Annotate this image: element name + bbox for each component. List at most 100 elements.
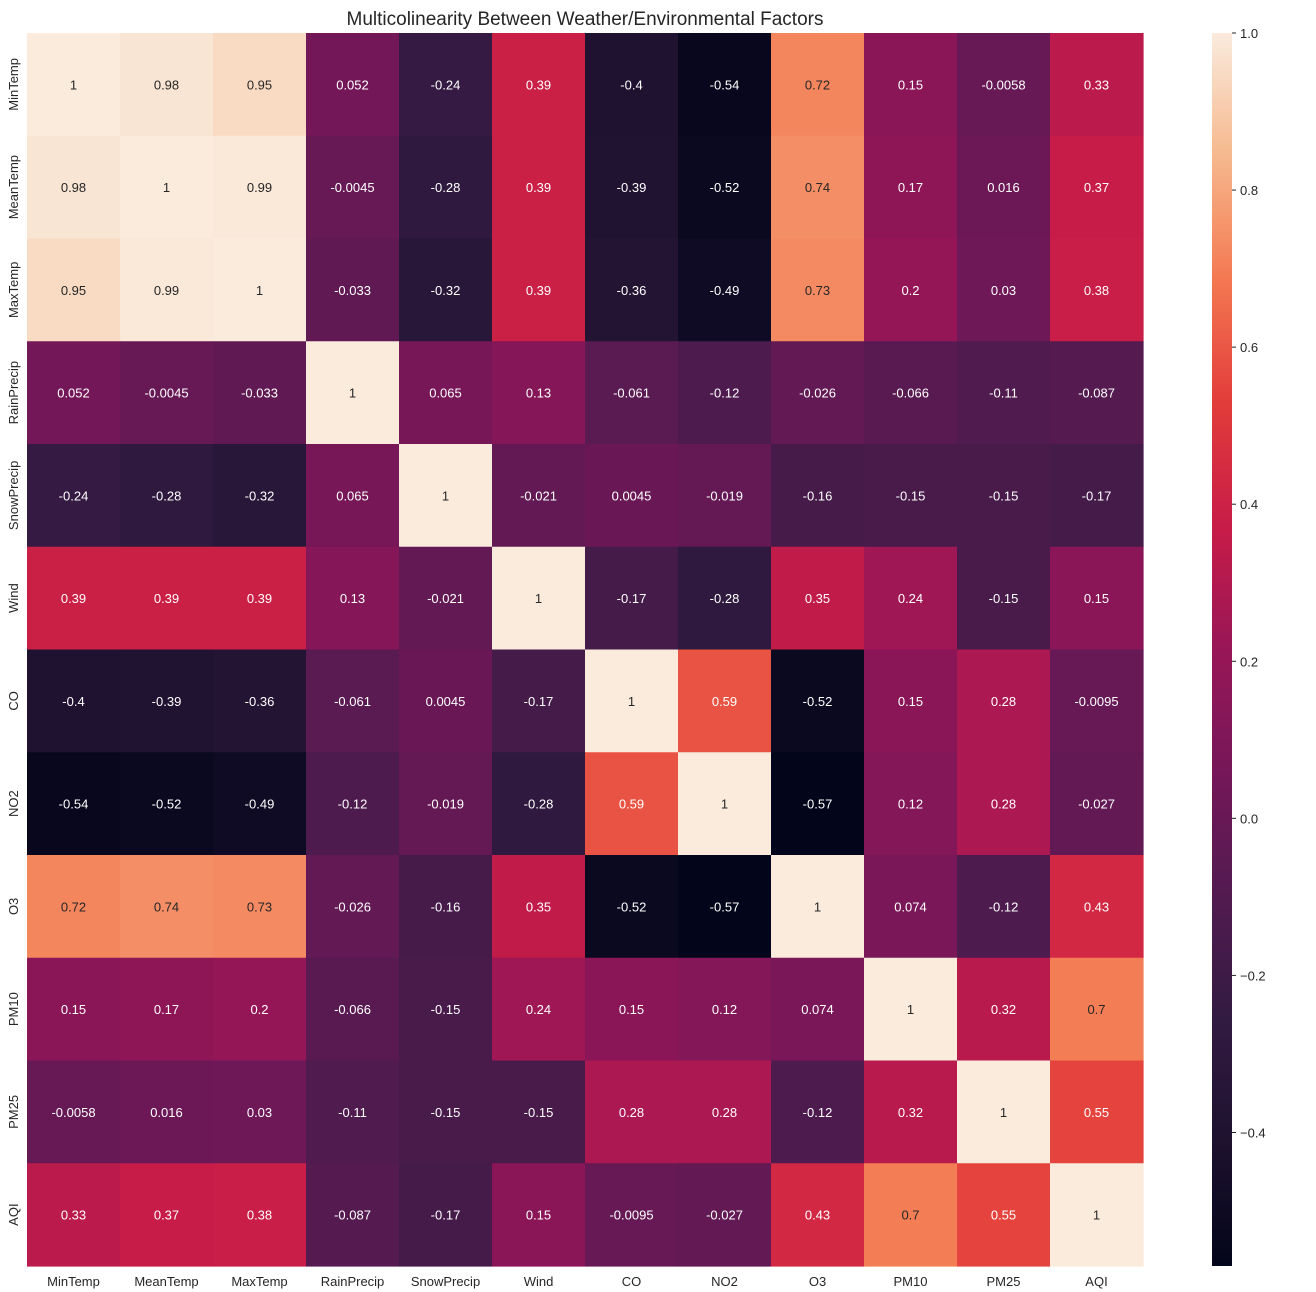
cell-value-label: -0.15 bbox=[989, 591, 1019, 606]
cell-value-label: 0.38 bbox=[247, 1208, 272, 1223]
cell-value-label: -0.12 bbox=[989, 899, 1019, 914]
heatmap-cell-PM25-PM25 bbox=[957, 1060, 1051, 1164]
cell-value-label: -0.52 bbox=[617, 899, 647, 914]
cell-value-label: -0.57 bbox=[803, 797, 833, 812]
heatmap-cell-PM25-MinTemp bbox=[27, 1060, 121, 1164]
cell-value-label: -0.15 bbox=[431, 1002, 461, 1017]
cell-value-label: 0.95 bbox=[247, 77, 272, 92]
cell-value-label: 0.13 bbox=[526, 386, 551, 401]
heatmap-cell-NO2-NO2 bbox=[678, 752, 772, 856]
y-tick-label-RainPrecip: RainPrecip bbox=[6, 361, 21, 425]
cell-value-label: 0.15 bbox=[61, 1002, 86, 1017]
heatmap-cell-MeanTemp-CO bbox=[585, 135, 679, 240]
cell-value-label: 0.28 bbox=[712, 1105, 737, 1120]
heatmap-cell-O3-AQI bbox=[1050, 855, 1144, 959]
cell-value-label: -0.15 bbox=[989, 488, 1019, 503]
cell-value-label: 0.37 bbox=[1084, 180, 1109, 195]
heatmap-cell-MeanTemp-MeanTemp bbox=[120, 135, 214, 240]
colorbar-tick-label: 0.8 bbox=[1240, 183, 1258, 198]
heatmap-cell-AQI-PM25 bbox=[957, 1163, 1051, 1267]
colorbar-tick-label: 0.0 bbox=[1240, 811, 1258, 826]
heatmap-cell-MinTemp-NO2 bbox=[678, 33, 772, 137]
heatmap-cell-RainPrecip-MaxTemp bbox=[213, 341, 307, 445]
heatmap-cell-Wind-MeanTemp bbox=[120, 546, 214, 651]
heatmap-cell-Wind-SnowPrecip bbox=[399, 546, 493, 651]
heatmap-cell-NO2-MinTemp bbox=[27, 752, 121, 856]
y-tick-label-O3: O3 bbox=[6, 898, 21, 915]
heatmap-cell-MaxTemp-O3 bbox=[771, 238, 865, 342]
colorbar bbox=[1212, 33, 1232, 1266]
y-tick-label-MaxTemp: MaxTemp bbox=[6, 262, 21, 318]
cell-value-label: -0.061 bbox=[613, 386, 650, 401]
cell-value-label: 0.016 bbox=[987, 180, 1020, 195]
heatmap-cell-SnowPrecip-NO2 bbox=[678, 444, 772, 548]
cell-value-label: -0.52 bbox=[803, 694, 833, 709]
y-tick-label-AQI: AQI bbox=[6, 1203, 21, 1225]
heatmap-cell-O3-RainPrecip bbox=[306, 855, 400, 959]
cell-value-label: -0.11 bbox=[338, 1105, 367, 1120]
cell-value-label: 0.052 bbox=[57, 386, 90, 401]
heatmap-cell-MeanTemp-PM25 bbox=[957, 135, 1051, 240]
cell-value-label: 0.74 bbox=[805, 180, 830, 195]
cell-value-label: -0.49 bbox=[245, 797, 275, 812]
cell-value-label: 1 bbox=[163, 180, 170, 195]
heatmap-cell-NO2-CO bbox=[585, 752, 679, 856]
cell-value-label: -0.17 bbox=[431, 1208, 461, 1223]
cell-value-label: -0.027 bbox=[1078, 797, 1115, 812]
cell-value-label: -0.24 bbox=[431, 77, 461, 92]
cell-value-label: -0.11 bbox=[989, 386, 1018, 401]
colorbar-tick-label: 1.0 bbox=[1240, 26, 1258, 41]
cell-value-label: 0.0045 bbox=[612, 488, 652, 503]
cell-value-label: 0.73 bbox=[247, 899, 272, 914]
heatmap-cell-MinTemp-MaxTemp bbox=[213, 33, 307, 137]
cell-value-label: -0.019 bbox=[427, 797, 464, 812]
cell-value-label: 0.59 bbox=[619, 797, 644, 812]
cell-value-label: 0.39 bbox=[526, 283, 551, 298]
heatmap-cell-CO-PM10 bbox=[864, 649, 958, 753]
heatmap-cell-PM25-NO2 bbox=[678, 1060, 772, 1164]
cell-value-label: -0.39 bbox=[152, 694, 182, 709]
cell-value-label: -0.28 bbox=[431, 180, 461, 195]
heatmap-cell-Wind-AQI bbox=[1050, 546, 1144, 651]
heatmap-cell-CO-PM25 bbox=[957, 649, 1051, 753]
cell-value-label: -0.36 bbox=[245, 694, 275, 709]
heatmap-cell-PM10-MeanTemp bbox=[120, 957, 214, 1062]
cell-value-label: -0.28 bbox=[524, 797, 554, 812]
heatmap-cell-NO2-SnowPrecip bbox=[399, 752, 493, 856]
heatmap-cell-PM25-AQI bbox=[1050, 1060, 1144, 1164]
heatmap-cell-MaxTemp-Wind bbox=[492, 238, 586, 342]
cell-value-label: 0.55 bbox=[991, 1208, 1016, 1223]
cell-value-label: 1 bbox=[535, 591, 542, 606]
heatmap-cell-MeanTemp-RainPrecip bbox=[306, 135, 400, 240]
heatmap-cell-PM25-RainPrecip bbox=[306, 1060, 400, 1164]
cell-value-label: -0.52 bbox=[710, 180, 740, 195]
heatmap-cell-RainPrecip-CO bbox=[585, 341, 679, 445]
cell-value-label: 0.7 bbox=[901, 1208, 919, 1223]
heatmap-cell-CO-MaxTemp bbox=[213, 649, 307, 753]
heatmap-cell-PM25-PM10 bbox=[864, 1060, 958, 1164]
cell-value-label: 0.43 bbox=[1084, 899, 1109, 914]
cell-value-label: 1 bbox=[442, 488, 449, 503]
cell-value-label: 0.43 bbox=[805, 1208, 830, 1223]
y-axis-tick-labels: MinTemp MeanTemp MaxTemp RainPrecip SnowPrec… bbox=[6, 58, 21, 1226]
x-tick-label-AQI: AQI bbox=[1085, 1274, 1107, 1289]
heatmap-cell-CO-MeanTemp bbox=[120, 649, 214, 753]
cell-value-label: 0.28 bbox=[991, 694, 1016, 709]
cell-value-label: -0.087 bbox=[1078, 386, 1115, 401]
heatmap-cell-AQI-O3 bbox=[771, 1163, 865, 1267]
cell-value-label: -0.0045 bbox=[144, 386, 188, 401]
heatmap-cell-PM10-O3 bbox=[771, 957, 865, 1062]
cell-value-label: -0.15 bbox=[524, 1105, 554, 1120]
cell-value-label: 0.12 bbox=[898, 797, 923, 812]
colorbar-tick-label: −0.4 bbox=[1240, 1125, 1266, 1140]
heatmap-cell-MeanTemp-NO2 bbox=[678, 135, 772, 240]
x-tick-label-Wind: Wind bbox=[524, 1274, 554, 1289]
heatmap-cell-PM10-NO2 bbox=[678, 957, 772, 1062]
cell-value-label: 0.15 bbox=[1084, 591, 1109, 606]
heatmap-cell-SnowPrecip-RainPrecip bbox=[306, 444, 400, 548]
cell-value-label: -0.026 bbox=[799, 386, 836, 401]
cell-value-label: 0.15 bbox=[898, 694, 923, 709]
heatmap-cell-O3-CO bbox=[585, 855, 679, 959]
heatmap-cell-MinTemp-MeanTemp bbox=[120, 33, 214, 137]
heatmap-cell-MinTemp-O3 bbox=[771, 33, 865, 137]
